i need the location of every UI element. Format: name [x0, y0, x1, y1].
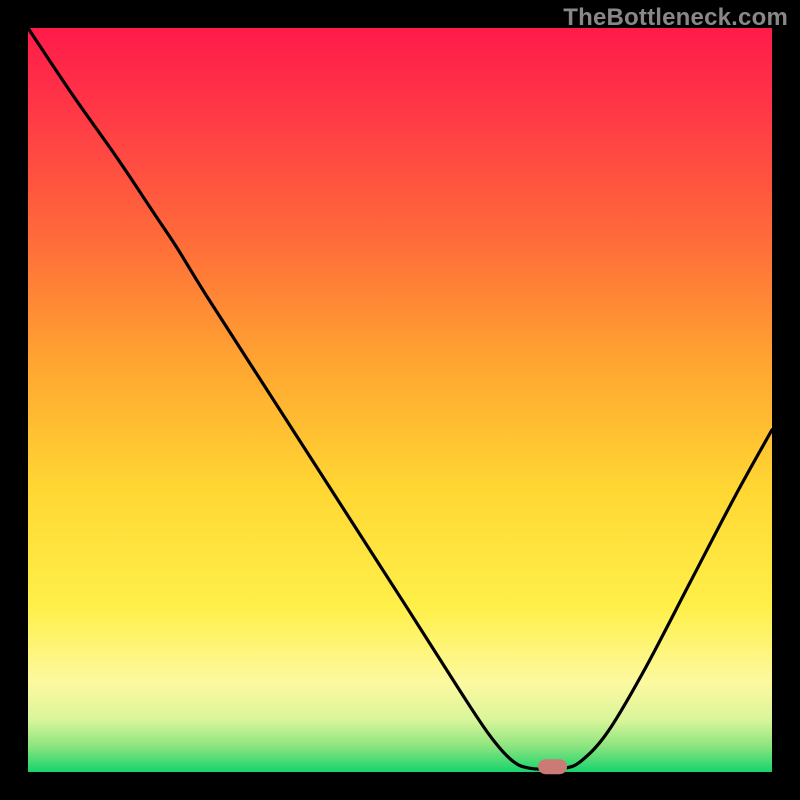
- curve-layer: [28, 28, 772, 772]
- chart-frame: TheBottleneck.com: [0, 0, 800, 800]
- optimal-marker: [538, 759, 568, 775]
- bottleneck-curve: [28, 28, 772, 769]
- plot-area: [28, 28, 772, 772]
